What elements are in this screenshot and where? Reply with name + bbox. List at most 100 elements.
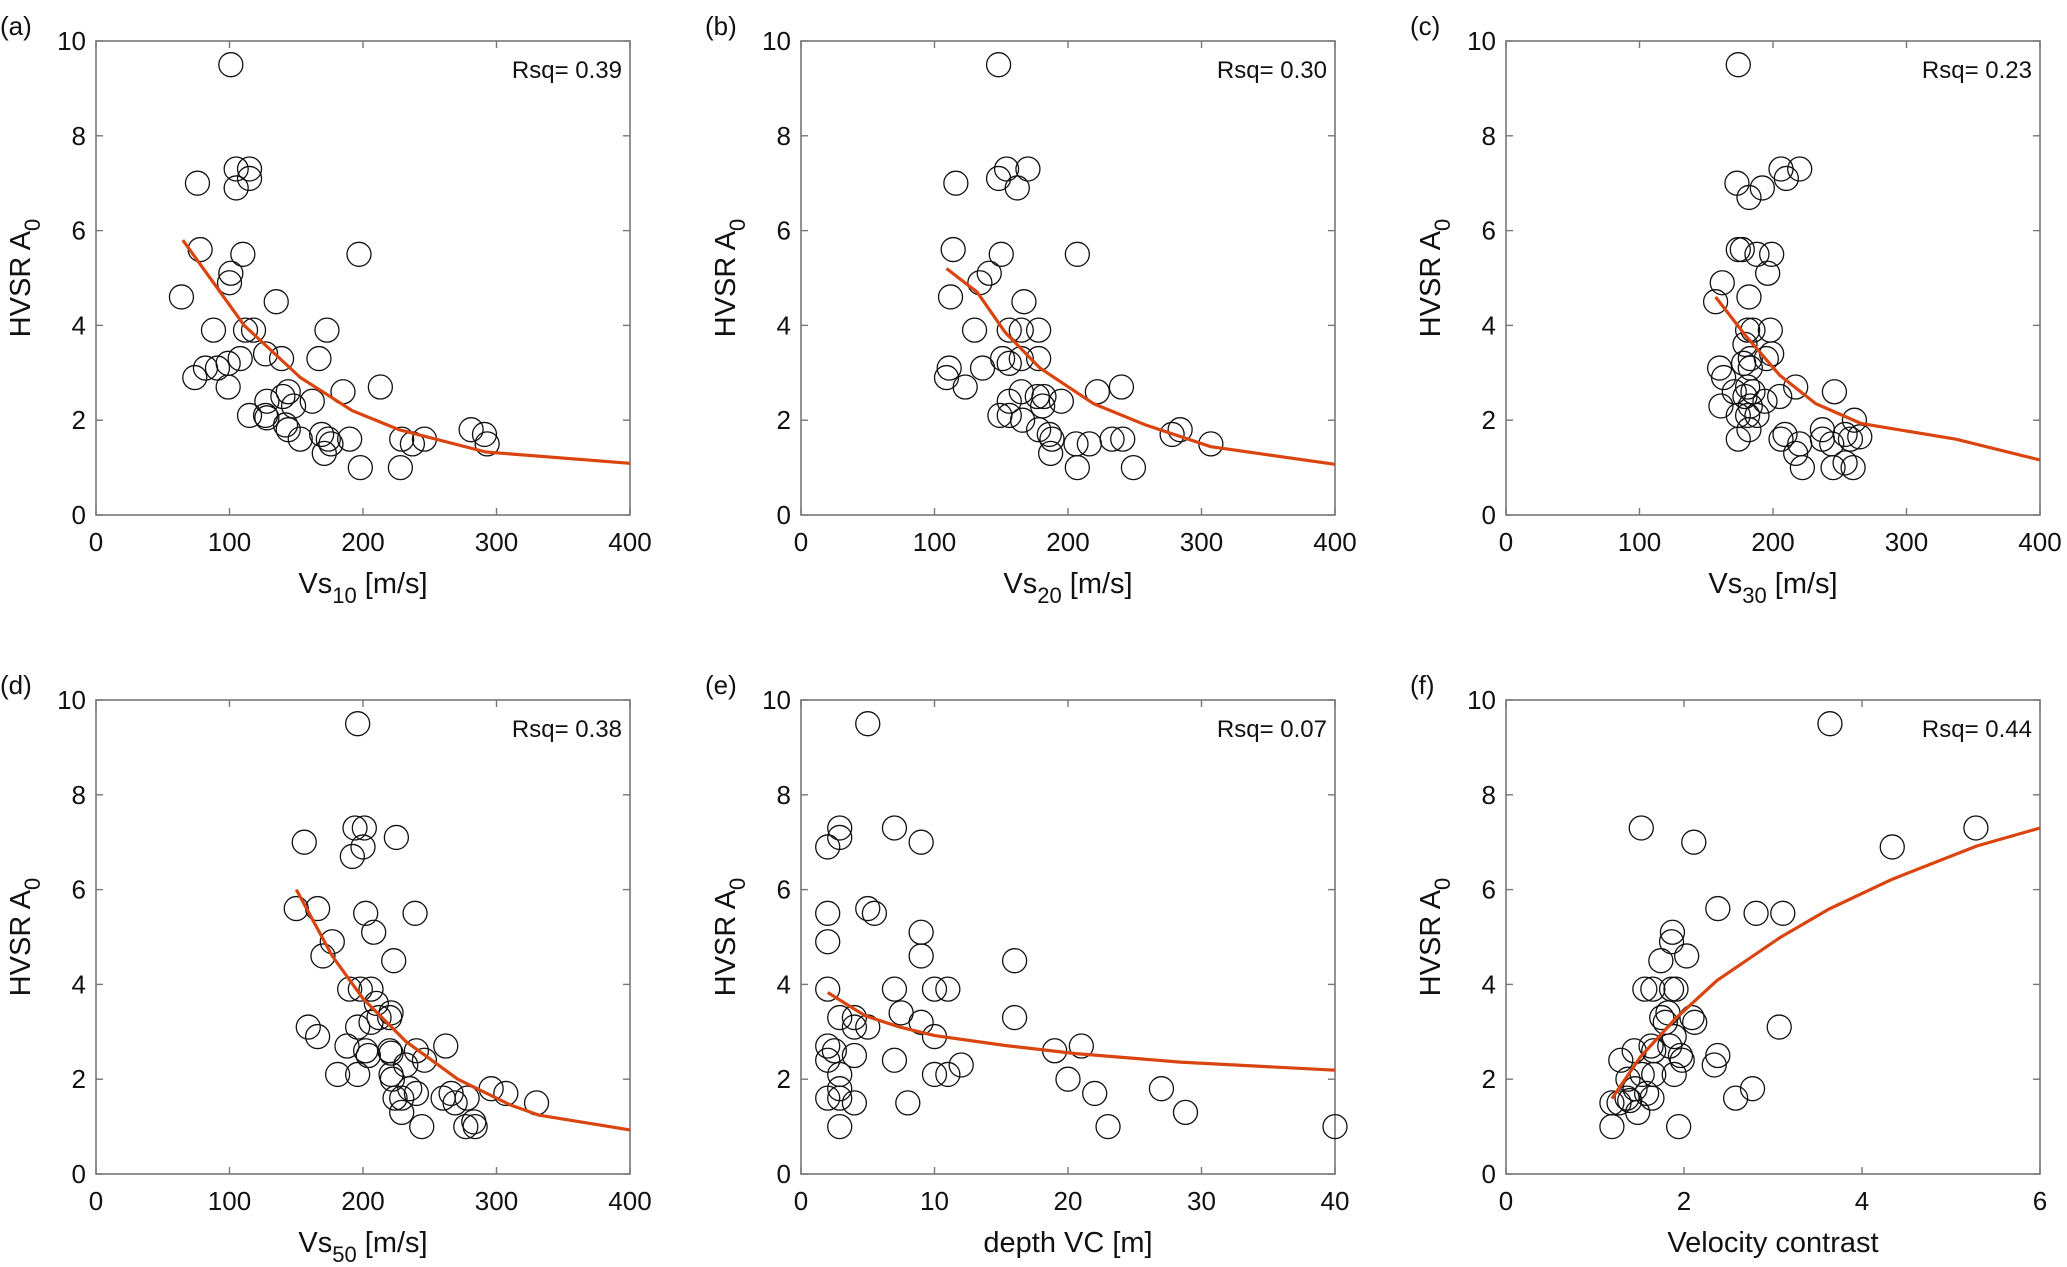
data-point <box>254 388 280 414</box>
data-point <box>1120 454 1147 481</box>
data-point <box>1640 976 1666 1002</box>
y-tick-label: 4 <box>777 310 791 340</box>
panel-label: (e) <box>705 670 737 700</box>
y-tick-label: 6 <box>777 216 791 246</box>
data-point <box>1614 1085 1640 1111</box>
data-point <box>252 341 279 367</box>
x-tick-label: 400 <box>2018 527 2061 557</box>
y-tick-label: 10 <box>1467 685 1496 715</box>
data-point <box>347 454 373 481</box>
data-point <box>943 170 969 196</box>
y-axis-label: HVSR A0 <box>710 219 750 338</box>
data-point <box>908 1009 934 1035</box>
x-tick-label: 4 <box>1855 1186 1869 1216</box>
data-point <box>204 355 231 381</box>
data-point <box>815 1033 841 1059</box>
data-point <box>940 236 966 263</box>
x-axis-label-main: Vs <box>1003 568 1037 600</box>
data-point <box>952 374 978 400</box>
data-point <box>1674 943 1700 969</box>
y-tick-label: 8 <box>1482 121 1496 151</box>
y-tick-label: 0 <box>1482 500 1496 530</box>
data-point <box>1729 236 1755 263</box>
data-point <box>378 1040 404 1066</box>
data-point <box>345 1061 371 1088</box>
x-axis-label-main: Vs <box>298 568 332 600</box>
y-tick-label: 8 <box>1482 780 1496 810</box>
data-point <box>908 829 934 855</box>
data-point <box>827 1113 853 1140</box>
y-tick-label: 8 <box>72 121 86 151</box>
data-point <box>969 355 996 381</box>
data-point <box>1736 184 1762 211</box>
data-point <box>1055 1066 1081 1092</box>
data-point <box>342 815 368 841</box>
y-axis-label-main: HVSR A <box>1415 230 1447 337</box>
data-point <box>353 900 379 926</box>
data-point <box>1725 426 1751 452</box>
y-tick-label: 10 <box>57 685 86 715</box>
x-tick-label: 100 <box>913 527 956 557</box>
x-tick-label: 0 <box>794 527 808 557</box>
data-point <box>1008 345 1034 372</box>
data-point <box>815 900 841 926</box>
y-tick-label: 4 <box>72 969 86 999</box>
x-axis-label-subscript: 20 <box>1037 583 1061 608</box>
data-point <box>474 431 500 457</box>
data-point <box>310 943 336 969</box>
data-point <box>1036 421 1062 448</box>
y-tick-label: 0 <box>1482 1159 1496 1189</box>
data-point <box>1766 1014 1792 1040</box>
y-tick-label: 6 <box>1482 875 1496 905</box>
y-tick-label: 2 <box>777 405 791 435</box>
data-point <box>1783 374 1809 400</box>
subplot-d: 0 100 200 300 400 0 2 4 6 8 10 Rsq= 0.38 (d) Vs50 [m/… <box>0 670 652 1267</box>
data-point <box>236 165 263 192</box>
data-point <box>1638 1033 1664 1059</box>
data-point <box>1649 1004 1675 1031</box>
data-point <box>493 1080 519 1107</box>
data-point <box>815 834 841 860</box>
data-point <box>1108 374 1135 400</box>
data-point <box>1667 1042 1694 1069</box>
data-point <box>1749 175 1775 201</box>
data-point <box>315 426 341 452</box>
axes-frame <box>95 40 631 516</box>
panel-label: (f) <box>1410 670 1435 700</box>
data-point <box>192 355 219 381</box>
y-tick-label: 6 <box>1482 216 1496 246</box>
data-point <box>985 52 1012 78</box>
data-point <box>1752 388 1778 414</box>
data-point <box>402 900 428 926</box>
x-axis-label-subscript: 30 <box>1742 583 1766 608</box>
data-point <box>921 1061 948 1088</box>
data-point <box>1068 1033 1094 1059</box>
y-axis-label-subscript: 0 <box>725 878 750 890</box>
data-point <box>1734 402 1761 429</box>
data-point <box>841 1042 868 1069</box>
y-tick-label: 8 <box>72 780 86 810</box>
data-point <box>389 1099 415 1126</box>
y-tick-label: 10 <box>1467 26 1496 56</box>
data-point <box>1841 407 1868 433</box>
data-point <box>1039 426 1065 452</box>
data-point <box>1004 175 1030 201</box>
axes-frame <box>1505 699 2041 1175</box>
data-point <box>236 402 263 429</box>
data-point <box>345 711 371 737</box>
data-point <box>821 1038 848 1064</box>
panel-label: (d) <box>0 670 32 700</box>
data-point <box>827 1061 853 1088</box>
x-tick-label: 30 <box>1187 1186 1216 1216</box>
y-axis-label-subscript: 0 <box>20 219 45 231</box>
data-point <box>1710 364 1737 391</box>
data-point <box>1639 1085 1665 1111</box>
data-point <box>841 1090 868 1116</box>
data-point <box>1172 1099 1199 1126</box>
x-tick-label: 400 <box>1313 527 1356 557</box>
data-point <box>1820 454 1846 481</box>
data-point <box>881 976 908 1002</box>
data-point <box>215 374 241 400</box>
data-point <box>1709 270 1735 296</box>
